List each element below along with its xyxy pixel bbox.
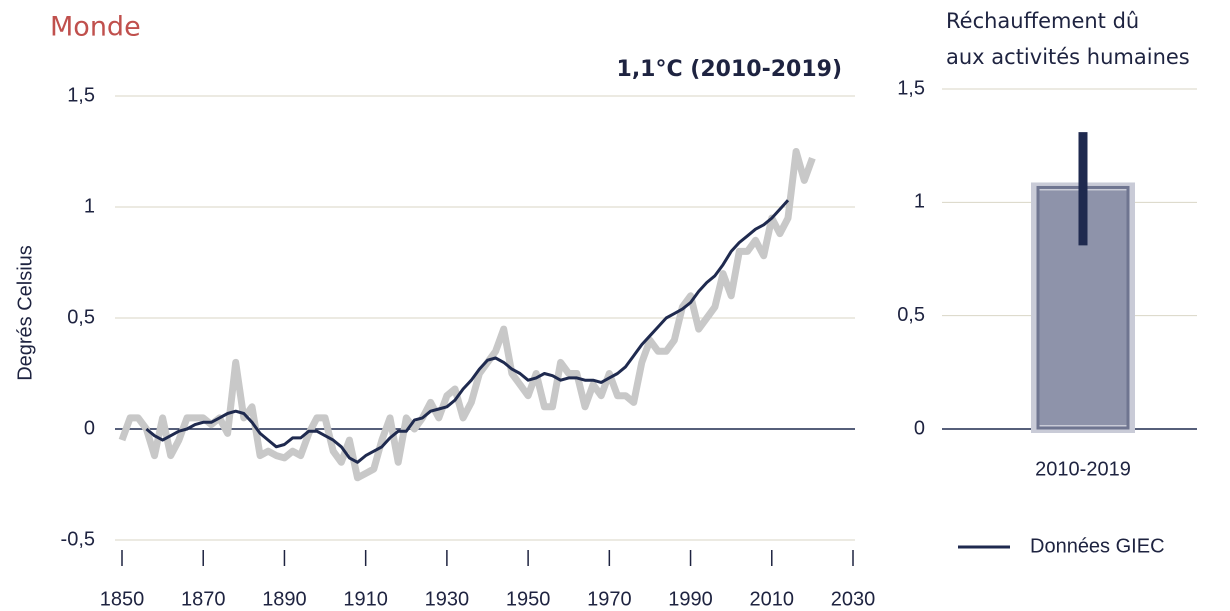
x-tick-label: 2010 [750,588,795,610]
y-tick-label: 1 [84,195,95,217]
smoothed-line [145,199,790,464]
y-tick-label: 0 [914,417,925,439]
x-tick-label: 1930 [425,588,470,610]
legend-label: Données GIEC [1030,535,1165,557]
chart-title: Réchauffement dû [946,9,1139,33]
x-tick-label: 1970 [587,588,632,610]
x-tick-label: 1950 [506,588,551,610]
x-tick-label: 1850 [100,588,145,610]
annotation: 1,1°C (2010-2019) [617,57,842,82]
x-tick-label: 1910 [343,588,388,610]
y-tick-label: 0,5 [897,304,925,326]
y-axis-label: Degrés Celsius [14,245,36,381]
y-tick-label: -0,5 [61,528,95,550]
y-tick-label: 1,5 [67,84,95,106]
x-tick-label: 2010-2019 [1035,458,1131,480]
chart-title: aux activités humaines [946,45,1190,69]
y-tick-label: 1 [914,191,925,213]
x-tick-label: 1870 [181,588,226,610]
x-tick-label: 1890 [262,588,307,610]
y-tick-label: 1,5 [897,77,925,99]
chart-title: Monde [50,12,141,43]
x-tick-label: 2030 [831,588,876,610]
x-tick-label: 1990 [668,588,713,610]
y-tick-label: 0,5 [67,306,95,328]
y-tick-label: 0 [84,417,95,439]
annual-line [118,148,816,482]
